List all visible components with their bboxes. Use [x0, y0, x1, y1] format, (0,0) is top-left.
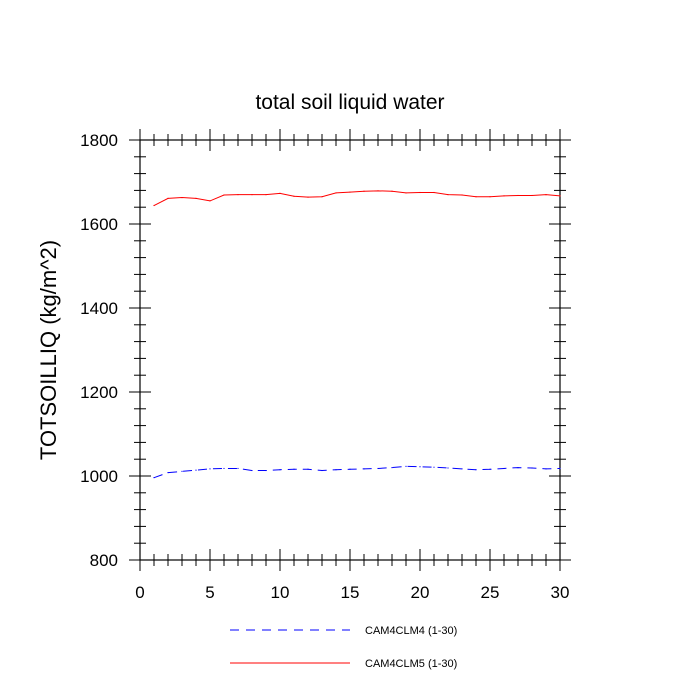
data-point: [349, 468, 351, 470]
data-point: [335, 192, 337, 194]
data-point: [321, 469, 323, 472]
data-point: [461, 468, 463, 470]
data-point: [265, 469, 267, 472]
x-tick-label: 20: [411, 583, 430, 602]
data-point: [517, 194, 519, 197]
data-point: [307, 196, 309, 198]
data-point: [461, 194, 463, 196]
data-point: [237, 194, 239, 196]
data-point: [419, 191, 421, 194]
chart-title: total soil liquid water: [255, 91, 444, 114]
data-point: [363, 190, 365, 192]
y-tick-label: 800: [90, 551, 118, 570]
y-tick-label: 1600: [80, 215, 118, 234]
data-point: [279, 469, 281, 471]
data-point: [545, 468, 547, 470]
y-axis-label: TOTSOILLIQ (kg/m^2): [36, 240, 61, 460]
data-point: [335, 469, 337, 471]
data-point: [167, 472, 169, 474]
y-tick-label: 1400: [80, 299, 118, 318]
data-point: [363, 468, 365, 470]
series-line-1: [153, 465, 561, 479]
data-point: [531, 194, 533, 197]
data-point: [167, 197, 169, 199]
plot-area: 0 5 10 15 20 25 30 800 1000 1200 1400 1600 1800: [80, 129, 571, 602]
data-point: [153, 204, 155, 207]
plot-frame: [139, 139, 561, 561]
data-point: [433, 466, 435, 468]
data-point: [545, 194, 547, 196]
data-point: [489, 468, 491, 470]
series-line-2: [153, 190, 561, 206]
x-tick-label: 15: [341, 583, 360, 602]
legend-label: CAM4CLM4 (1-30): [365, 625, 457, 637]
y-tick-label: 1200: [80, 383, 118, 402]
data-point: [349, 191, 351, 193]
data-point: [391, 190, 393, 192]
data-point: [251, 194, 253, 196]
data-point: [475, 469, 477, 471]
x-tick-label: 10: [271, 583, 290, 602]
data-point: [447, 194, 449, 196]
data-point: [307, 468, 309, 470]
data-point: [195, 197, 197, 199]
data-point: [153, 477, 155, 479]
data-point: [475, 196, 477, 198]
data-point: [195, 469, 197, 471]
data-point: [489, 196, 491, 198]
data-point: [391, 467, 393, 469]
x-tick-label: 30: [551, 583, 570, 602]
data-point: [405, 465, 407, 467]
data-point: [209, 468, 211, 470]
x-tick-label: 0: [135, 583, 144, 602]
data-point: [559, 195, 561, 197]
data-point: [405, 192, 407, 194]
data-point: [251, 469, 253, 472]
data-point: [503, 195, 505, 197]
data-point: [279, 192, 281, 194]
data-point: [237, 467, 239, 470]
x-tick-label: 5: [205, 583, 214, 602]
data-point: [223, 467, 225, 470]
data-point: [209, 200, 211, 202]
data-point: [517, 467, 519, 469]
legend-label: CAM4CLM5 (1-30): [365, 658, 457, 670]
data-point: [503, 467, 505, 470]
y-tick-label: 1000: [80, 467, 118, 486]
data-point: [223, 194, 225, 196]
data-point: [447, 467, 449, 469]
data-point: [419, 466, 421, 468]
data-point: [293, 195, 295, 197]
y-tick-label: 1800: [80, 131, 118, 150]
legend: CAM4CLM4 (1-30) CAM4CLM5 (1-30): [230, 625, 457, 670]
data-point: [433, 191, 435, 194]
data-point: [531, 467, 533, 469]
data-point: [181, 470, 183, 472]
data-point: [181, 196, 183, 199]
data-point: [293, 468, 295, 470]
data-point: [377, 190, 379, 192]
data-point: [559, 467, 561, 470]
data-point: [377, 467, 379, 470]
data-point: [321, 196, 323, 198]
data-point: [265, 194, 267, 196]
x-tick-label: 25: [481, 583, 500, 602]
